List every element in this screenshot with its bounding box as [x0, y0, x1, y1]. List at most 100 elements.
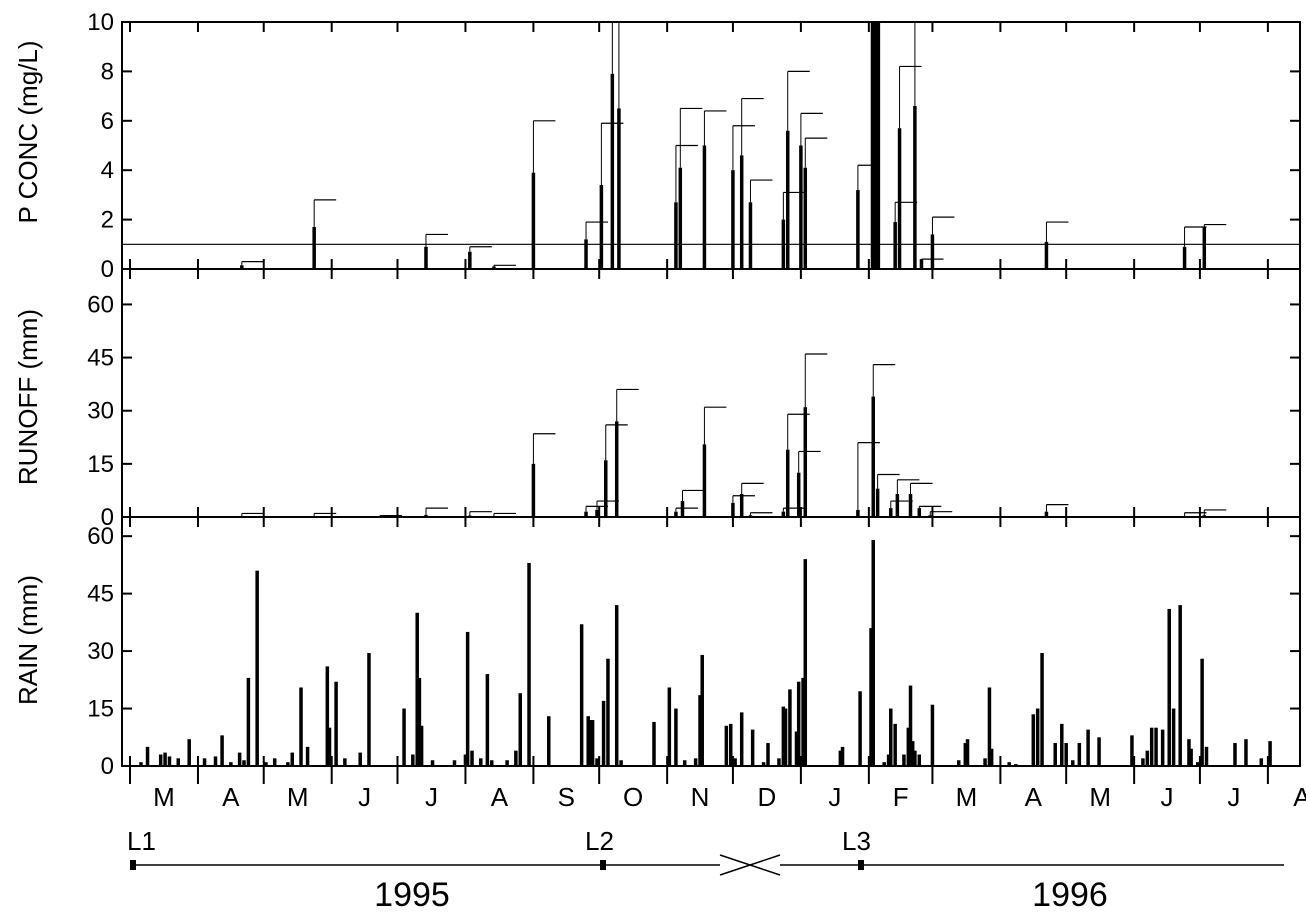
bar-rain	[1244, 739, 1248, 766]
bar-r	[674, 511, 678, 517]
month-label: J	[425, 782, 438, 812]
bar-rain	[465, 631, 470, 766]
bar-rain	[220, 735, 224, 766]
panel-rain-frame	[121, 516, 1301, 767]
month-label: A	[491, 782, 509, 812]
bar-r	[614, 421, 619, 517]
bar-rain	[1160, 729, 1165, 766]
bar-rain	[1086, 729, 1090, 766]
bar-p	[739, 155, 744, 269]
bar-p	[617, 108, 621, 269]
bar-r	[739, 493, 744, 517]
bar-r	[604, 460, 608, 517]
bar-p	[856, 189, 860, 269]
bar-rain	[739, 712, 744, 766]
year-1996: 1996	[1032, 876, 1108, 914]
bar-r	[796, 472, 801, 517]
bar-rain	[801, 677, 805, 766]
bar-rain	[693, 758, 698, 766]
bar-rain	[989, 748, 994, 766]
month-label: J	[1227, 782, 1240, 812]
bar-rain	[1031, 714, 1036, 766]
bar-rain	[1187, 739, 1191, 766]
bar-rain	[327, 727, 332, 766]
bar-p	[930, 234, 935, 269]
bar-rain	[514, 750, 518, 766]
bar-rain	[272, 758, 277, 766]
bar-rain	[237, 752, 242, 766]
bar-rain	[202, 758, 207, 766]
bar-p	[492, 266, 496, 269]
bar-rain	[1040, 652, 1044, 766]
y-tick-label: 15	[87, 451, 114, 478]
bar-r	[908, 493, 913, 517]
month-label: M	[153, 782, 175, 812]
bar-p	[803, 167, 808, 269]
bar-rain	[411, 754, 415, 766]
bar-rain	[547, 716, 551, 766]
bar-r	[424, 514, 428, 517]
bar-rain	[906, 727, 911, 766]
bar-rain	[595, 758, 599, 766]
bar-rain	[1141, 758, 1145, 766]
bar-rain	[145, 746, 150, 766]
bar-rain	[956, 760, 961, 766]
l2-marker	[600, 860, 606, 870]
bar-rain	[139, 762, 143, 766]
bar-rain	[518, 693, 523, 766]
bar-rain	[430, 760, 435, 766]
bar-rain	[652, 721, 656, 766]
bar-r	[1202, 515, 1207, 517]
month-label: M	[1089, 782, 1111, 812]
bar-rain	[619, 760, 623, 766]
bar-rain	[733, 758, 737, 766]
bar-p	[1202, 227, 1207, 269]
month-label: M	[287, 782, 309, 812]
bar-rain	[1171, 708, 1176, 766]
bar-rain	[1154, 727, 1158, 766]
bar-rain	[1053, 743, 1057, 766]
month-label: F	[893, 782, 909, 812]
bar-rain	[588, 720, 593, 766]
month-label: J	[828, 782, 841, 812]
marker-l3: L3	[842, 826, 871, 856]
bar-rain	[167, 756, 172, 766]
bar-r	[928, 515, 932, 517]
bar-rain	[463, 754, 468, 766]
bar-p	[468, 251, 472, 269]
bar-r	[803, 407, 808, 517]
bar-rain	[415, 612, 419, 766]
month-label: O	[623, 782, 643, 812]
bar-rain	[187, 739, 191, 766]
bar-rain	[838, 750, 843, 766]
bar-rain	[479, 758, 483, 766]
y-tick-label: 0	[101, 504, 114, 531]
l1-marker	[130, 860, 136, 870]
bar-rain	[1145, 750, 1150, 766]
bar-rain	[761, 762, 766, 766]
bar-rain	[586, 716, 590, 766]
bar-rain	[783, 708, 788, 766]
bar-rain	[1007, 762, 1011, 766]
bar-rain	[505, 760, 509, 766]
runoff-axis-label: RUNOFF (mm)	[13, 309, 43, 485]
bar-p	[731, 170, 735, 269]
bar-p	[785, 130, 790, 269]
bar-rain	[305, 746, 310, 766]
y-tick-label: 60	[87, 291, 114, 318]
bar-p	[584, 239, 588, 269]
bar-rain	[1200, 658, 1204, 766]
bar-rain	[485, 674, 490, 766]
bar-rain	[910, 741, 915, 766]
bar-p	[424, 246, 428, 269]
y-tick-label: 6	[101, 108, 114, 135]
bar-rain	[1178, 605, 1182, 766]
bar-rain	[796, 681, 801, 766]
bar-rain	[264, 762, 268, 766]
bar-rain	[1204, 746, 1209, 766]
bar-p	[240, 265, 244, 269]
bar-rain	[229, 762, 233, 766]
bar-r	[240, 515, 244, 517]
bar-rain	[871, 539, 875, 766]
